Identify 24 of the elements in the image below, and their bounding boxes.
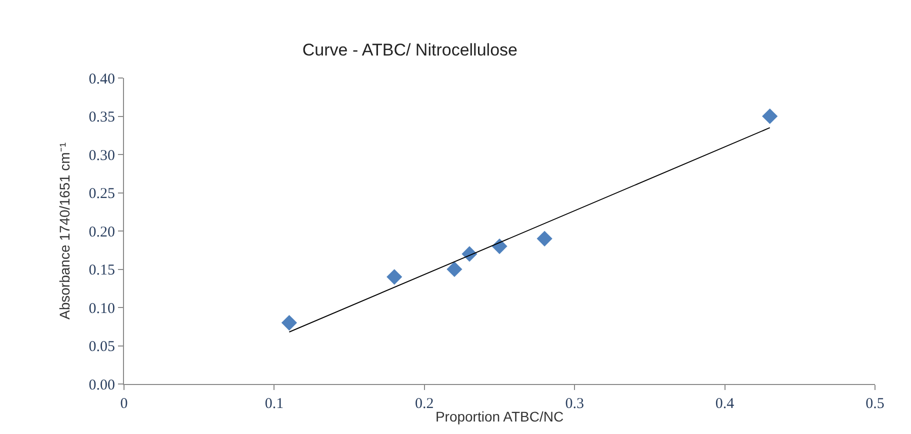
- point: [281, 315, 298, 331]
- x-tick-label: 0.2: [415, 396, 434, 412]
- chart-title: Curve - ATBC/ Nitrocellulose: [302, 40, 518, 60]
- point: [536, 230, 552, 246]
- x-tick-label: 0.4: [715, 396, 735, 412]
- y-tick-label: 0.40: [88, 71, 115, 88]
- point: [762, 108, 778, 124]
- point: [492, 238, 508, 254]
- x-tick-label: 0: [120, 396, 128, 412]
- y-tick-label: 0.25: [88, 186, 115, 202]
- x-axis-title: Proportion ATBC/NC: [435, 408, 564, 424]
- y-tick-label: 0.15: [88, 262, 115, 278]
- y-tick-label: 0.05: [88, 339, 115, 355]
- x-tick-label: 0.5: [866, 396, 884, 412]
- y-tick-label: 0.35: [88, 110, 115, 126]
- y-tick-label: 0.20: [88, 224, 115, 240]
- y-tick-label: 0.30: [88, 148, 115, 164]
- y-tick-label: 0.00: [88, 377, 115, 394]
- y-axis-title: Absorbance 1740/1651 cm⁻¹: [56, 142, 72, 320]
- point: [446, 261, 462, 278]
- point: [386, 269, 402, 285]
- x-tick-label: 0.1: [264, 396, 284, 412]
- x-tick-label: 0.3: [565, 396, 584, 412]
- y-tick-label: 0.10: [88, 300, 115, 317]
